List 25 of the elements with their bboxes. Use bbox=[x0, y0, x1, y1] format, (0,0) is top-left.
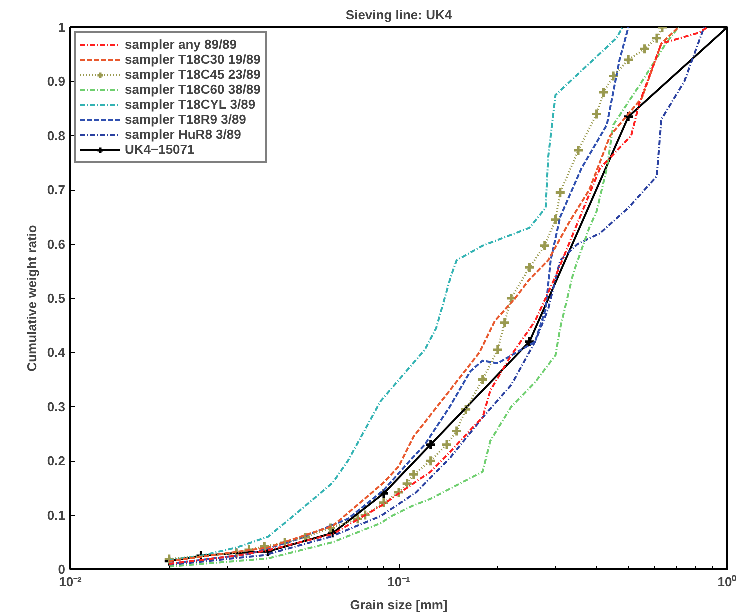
y-tick-label: 0 bbox=[58, 562, 66, 577]
y-tick-label: 0.2 bbox=[47, 454, 66, 469]
chart-title: Sieving line: UK4 bbox=[346, 8, 453, 22]
legend-label: sampler T18R9 3/89 bbox=[125, 112, 246, 127]
y-tick-label: 0.8 bbox=[47, 128, 66, 144]
x-tick-label: 10⁻² bbox=[59, 574, 83, 590]
y-tick-label: 0.5 bbox=[47, 291, 66, 306]
legend-label: sampler T18C60 38/89 bbox=[125, 82, 261, 97]
y-tick-label: 0.4 bbox=[47, 345, 66, 360]
x-tick-label: 10⁻¹ bbox=[388, 574, 410, 590]
y-tick-label: 0.7 bbox=[47, 182, 66, 198]
legend-label: sampler T18C45 23/89 bbox=[125, 67, 261, 82]
x-tick-label: 10⁰ bbox=[718, 574, 738, 590]
y-tick-label: 0.6 bbox=[47, 236, 66, 252]
y-tick-label: 0.3 bbox=[47, 399, 66, 414]
y-axis-title: Cumulative weight ratio bbox=[24, 225, 40, 372]
y-tick-label: 1 bbox=[58, 20, 66, 35]
legend-label: UK4−15071 bbox=[125, 142, 195, 157]
legend-label: sampler T18CYL 3/89 bbox=[125, 97, 256, 112]
x-axis-title: Grain size [mm] bbox=[350, 598, 448, 612]
legend-label: sampler any 89/89 bbox=[125, 37, 238, 52]
legend-label: sampler T18C30 19/89 bbox=[125, 52, 261, 67]
y-tick-label: 0.1 bbox=[47, 508, 66, 523]
legend-label: sampler HuR8 3/89 bbox=[125, 127, 242, 142]
y-tick-label: 0.9 bbox=[47, 74, 66, 90]
